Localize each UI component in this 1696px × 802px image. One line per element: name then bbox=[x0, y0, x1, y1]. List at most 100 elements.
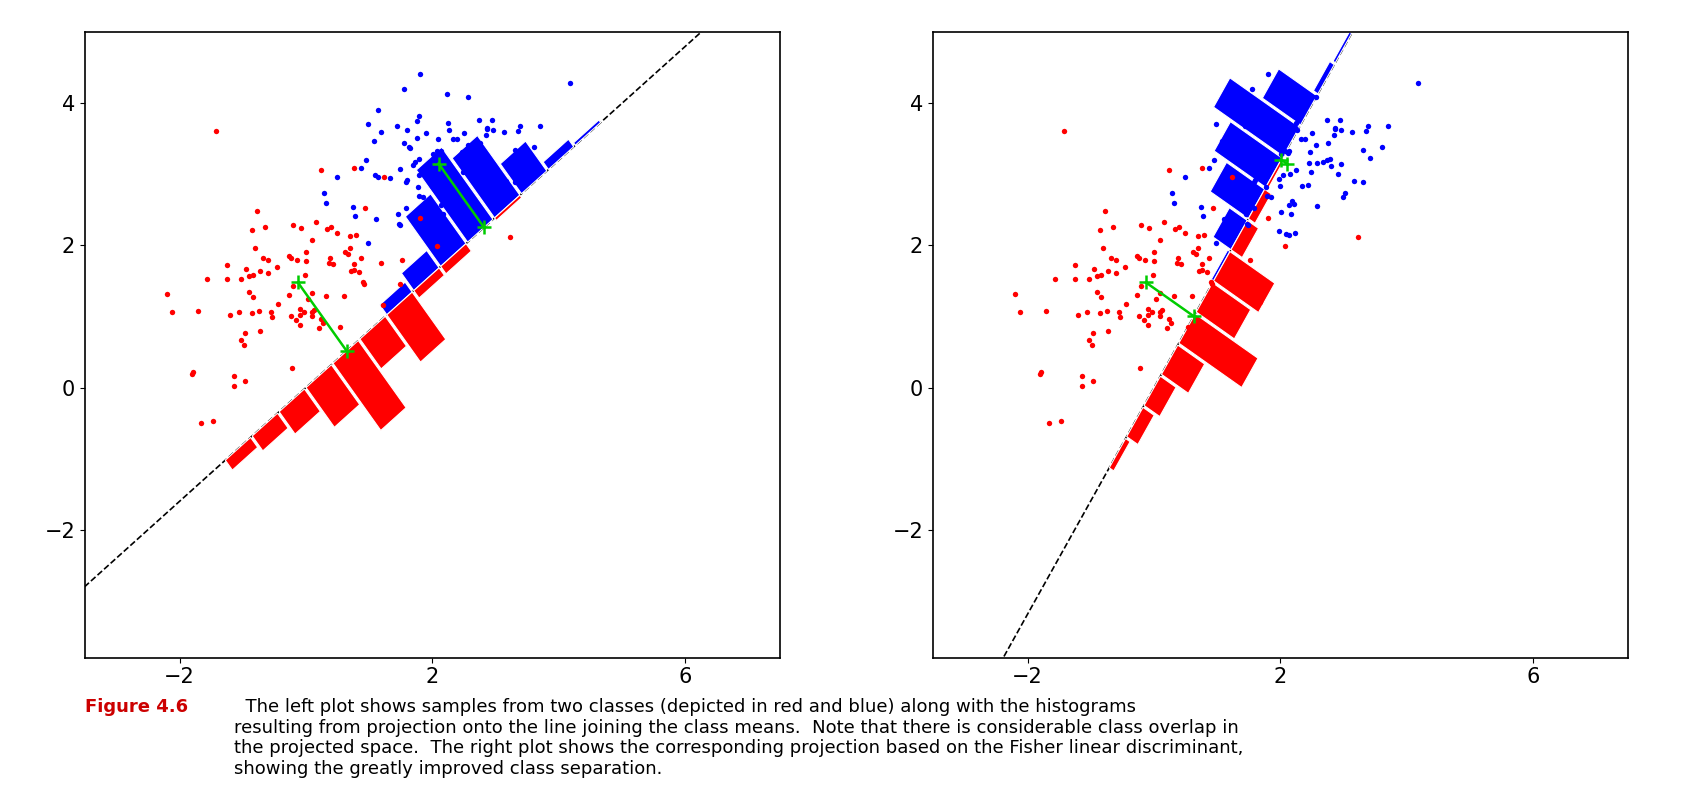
Point bbox=[456, 199, 483, 212]
Point bbox=[1272, 240, 1299, 253]
Point bbox=[1160, 290, 1187, 302]
Point bbox=[419, 205, 446, 218]
Point bbox=[1163, 257, 1191, 270]
Point bbox=[1269, 168, 1296, 181]
Point bbox=[383, 208, 410, 221]
Point bbox=[1241, 176, 1269, 189]
Point bbox=[254, 266, 282, 279]
Point bbox=[478, 113, 505, 126]
Polygon shape bbox=[543, 140, 573, 169]
Point bbox=[214, 259, 241, 272]
Point bbox=[354, 237, 382, 249]
Point bbox=[1167, 258, 1194, 271]
Point bbox=[158, 306, 185, 318]
Point bbox=[276, 289, 304, 302]
Point bbox=[1135, 309, 1162, 322]
Point bbox=[434, 163, 461, 176]
Point bbox=[1350, 144, 1377, 156]
Point bbox=[1079, 338, 1106, 351]
Point bbox=[348, 252, 375, 265]
Point bbox=[1284, 124, 1311, 136]
Point bbox=[424, 228, 451, 241]
Polygon shape bbox=[1211, 250, 1230, 281]
Point bbox=[1250, 155, 1277, 168]
Point bbox=[1068, 379, 1096, 392]
Point bbox=[265, 298, 292, 310]
Point bbox=[421, 148, 448, 161]
Point bbox=[1155, 312, 1182, 325]
Point bbox=[1313, 114, 1340, 127]
Point bbox=[368, 126, 395, 139]
Point bbox=[1289, 180, 1316, 192]
Point bbox=[338, 264, 365, 277]
Point bbox=[1275, 144, 1303, 157]
Point bbox=[504, 124, 531, 137]
Point bbox=[1218, 171, 1245, 184]
Point bbox=[480, 157, 507, 170]
Point bbox=[292, 269, 319, 282]
Point bbox=[1279, 194, 1306, 207]
Point bbox=[490, 125, 517, 138]
Point bbox=[1275, 229, 1303, 241]
Point bbox=[471, 128, 499, 141]
Point bbox=[390, 136, 417, 149]
Point bbox=[1189, 264, 1216, 277]
Point bbox=[1124, 289, 1152, 302]
Point bbox=[429, 168, 456, 180]
Point bbox=[455, 91, 482, 103]
Point bbox=[315, 257, 343, 270]
Point bbox=[1319, 128, 1347, 141]
Point bbox=[370, 299, 397, 312]
Point bbox=[363, 213, 390, 225]
Polygon shape bbox=[1126, 407, 1155, 444]
Point bbox=[1197, 276, 1225, 289]
Point bbox=[468, 159, 495, 172]
Point bbox=[556, 77, 583, 90]
Polygon shape bbox=[1145, 376, 1175, 416]
Point bbox=[1172, 226, 1199, 239]
Point bbox=[183, 305, 210, 318]
Point bbox=[424, 133, 451, 146]
Point bbox=[1235, 163, 1262, 176]
Polygon shape bbox=[441, 244, 471, 273]
Point bbox=[338, 229, 365, 242]
Point bbox=[153, 288, 180, 301]
Point bbox=[1252, 114, 1279, 127]
Point bbox=[1253, 110, 1280, 123]
Point bbox=[1065, 309, 1092, 322]
Point bbox=[1153, 322, 1180, 334]
Point bbox=[312, 196, 339, 209]
Point bbox=[1277, 168, 1304, 180]
Point bbox=[509, 152, 536, 164]
Point bbox=[482, 191, 509, 204]
Point bbox=[431, 194, 458, 207]
Point bbox=[1236, 254, 1264, 267]
Polygon shape bbox=[1214, 78, 1299, 156]
Point bbox=[1080, 262, 1107, 275]
Polygon shape bbox=[416, 148, 494, 242]
Point bbox=[226, 306, 253, 318]
Point bbox=[1152, 216, 1179, 229]
Point bbox=[1026, 368, 1053, 381]
Point bbox=[1245, 141, 1272, 154]
Point bbox=[393, 202, 421, 215]
Point bbox=[1189, 258, 1216, 271]
Point bbox=[1158, 186, 1186, 199]
Point bbox=[1143, 293, 1170, 306]
Point bbox=[1201, 153, 1228, 166]
Point bbox=[336, 242, 363, 255]
Point bbox=[1275, 147, 1303, 160]
Point bbox=[214, 272, 241, 285]
Point bbox=[1179, 290, 1206, 302]
Point bbox=[365, 103, 392, 116]
Point bbox=[1075, 334, 1102, 346]
Point bbox=[1255, 67, 1282, 80]
Point bbox=[1352, 124, 1379, 137]
Point bbox=[407, 212, 434, 225]
Point bbox=[258, 306, 285, 319]
Text: Figure 4.6: Figure 4.6 bbox=[85, 698, 188, 715]
Point bbox=[1247, 295, 1274, 308]
Point bbox=[236, 269, 263, 282]
Point bbox=[295, 293, 322, 306]
Point bbox=[1253, 168, 1280, 181]
